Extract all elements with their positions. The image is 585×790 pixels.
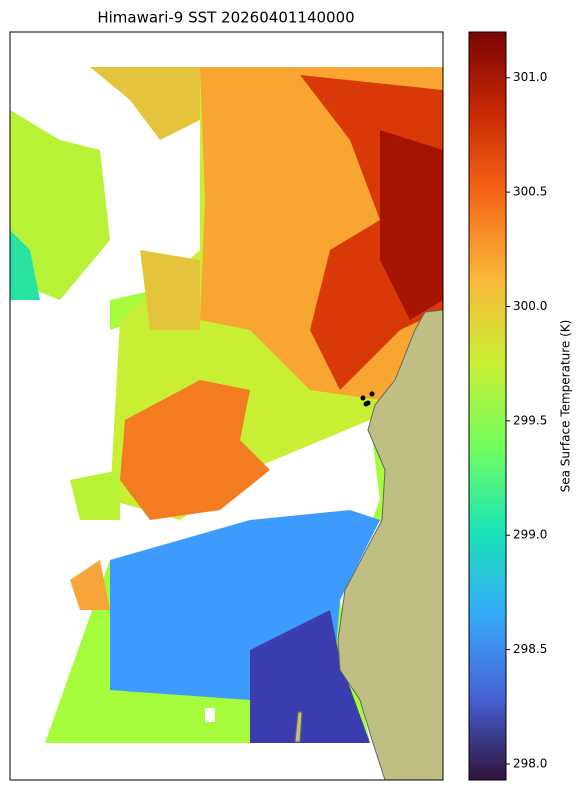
colorbar-tick-label: 299.0	[513, 528, 547, 542]
sst-field	[90, 67, 200, 140]
land	[337, 309, 443, 780]
colorbar-tick-label: 301.0	[513, 70, 547, 84]
sst-field	[70, 560, 110, 610]
sst-field	[10, 230, 40, 300]
colorbar	[468, 31, 507, 781]
colorbar-tick-label: 299.5	[513, 413, 547, 427]
sst-map	[10, 32, 443, 780]
chart-title: Himawari-9 SST 20260401140000	[97, 9, 354, 27]
sst-field	[380, 130, 443, 320]
colorbar-label: Sea Surface Temperature (K)	[559, 320, 573, 493]
sst-field	[70, 470, 120, 520]
sst-field	[10, 110, 110, 300]
map-frame	[9, 31, 444, 781]
cloud-gap	[205, 708, 215, 722]
colorbar-tick-label: 300.0	[513, 299, 547, 313]
sst-field	[120, 380, 270, 520]
colorbar-tick-label: 298.5	[513, 642, 547, 656]
sst-field	[140, 250, 200, 330]
island	[294, 711, 303, 743]
station-point	[369, 391, 375, 397]
colorbar-tick-label: 298.0	[513, 756, 547, 770]
colorbar-tick-label: 300.5	[513, 185, 547, 199]
station-point	[360, 395, 366, 401]
station-point	[363, 401, 369, 407]
sst-field	[250, 610, 370, 743]
